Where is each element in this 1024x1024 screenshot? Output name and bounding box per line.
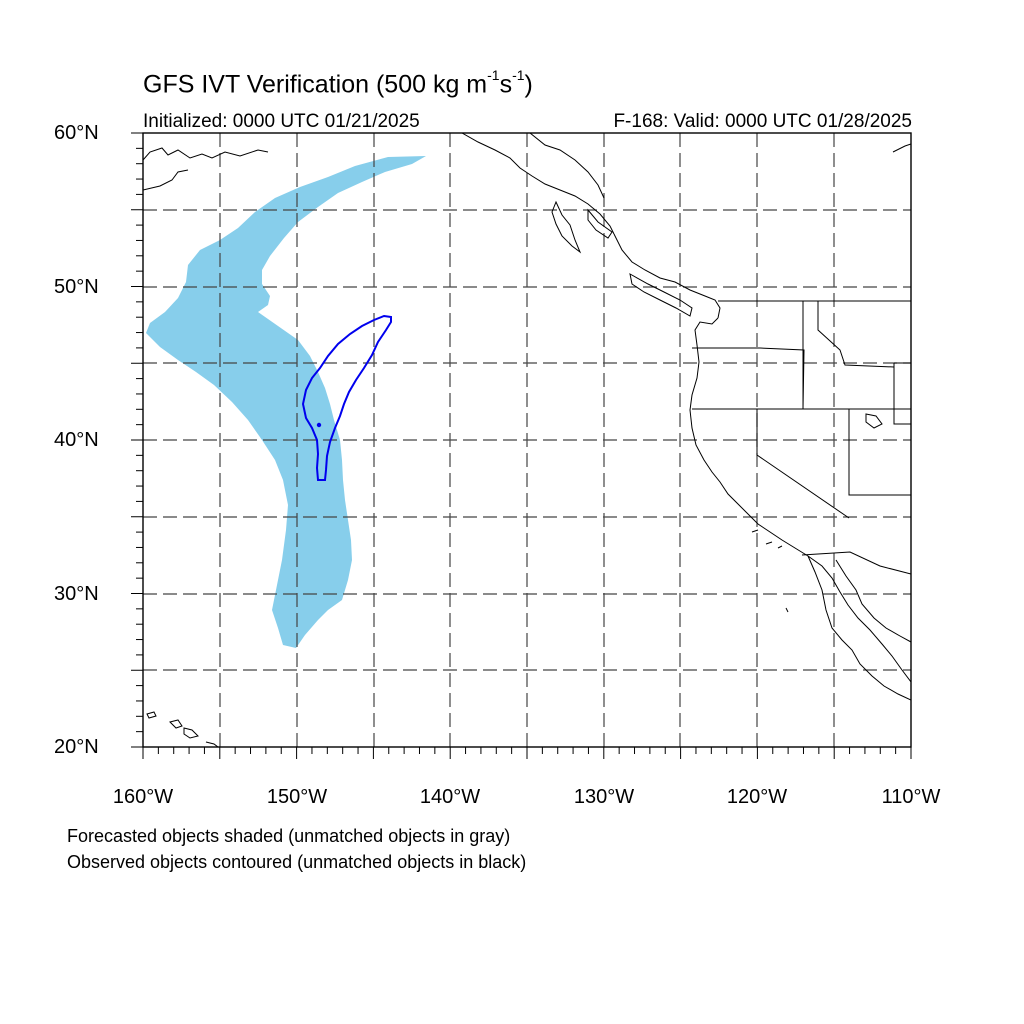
legend-note-observed: Observed objects contoured (unmatched ob… (67, 852, 527, 872)
valid-time: F-168: Valid: 0000 UTC 01/28/2025 (613, 111, 912, 132)
forecast-object (146, 156, 426, 648)
lon-label-120w: 120°W (726, 786, 788, 808)
observed-object (301, 314, 392, 481)
lon-label-140w: 140°W (419, 786, 481, 808)
map-title: GFS IVT Verification (500 kg m-1s-1) (143, 67, 533, 99)
lat-label-20: 20°N (54, 736, 99, 758)
initialized-time: Initialized: 0000 UTC 01/21/2025 (143, 111, 420, 132)
map-frame (131, 132, 912, 759)
lat-label-50: 50°N (54, 276, 99, 298)
legend-note-forecast: Forecasted objects shaded (unmatched obj… (67, 826, 511, 846)
lat-label-60: 60°N (54, 122, 99, 144)
lon-label-150w: 150°W (266, 786, 328, 808)
lon-label-160w: 160°W (112, 786, 174, 808)
lon-label-130w: 130°W (573, 786, 635, 808)
lon-label-110w: 110°W (881, 786, 941, 808)
coastlines (143, 133, 911, 747)
lat-label-40: 40°N (54, 429, 99, 451)
lat-label-30: 30°N (54, 583, 99, 605)
